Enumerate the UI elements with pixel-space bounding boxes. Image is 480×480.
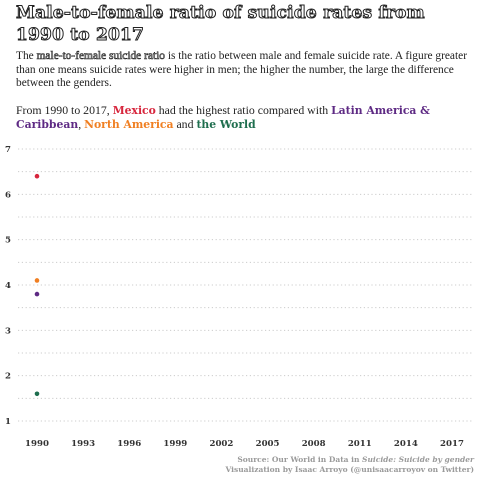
data-point-world [34, 391, 40, 397]
x-tick-label: 2017 [440, 439, 464, 449]
source-line: Source: Our World in Data in Suicide: Su… [225, 455, 474, 465]
y-tick-label: 1 [5, 417, 11, 427]
x-tick-label: 2008 [302, 439, 326, 449]
lead-text-3: , [78, 116, 85, 131]
y-tick-label: 4 [5, 281, 11, 291]
y-tick-label: 2 [5, 372, 11, 382]
x-tick-label: 1999 [163, 439, 187, 449]
lead-north-america: North America [84, 117, 174, 131]
y-tick-label: 5 [5, 236, 11, 246]
grid-lines [18, 148, 474, 422]
y-tick-label: 6 [5, 190, 11, 200]
description-text-start: The [16, 50, 37, 62]
lead-latin-america: Latin America & Caribbean [16, 104, 430, 131]
lead-mexico: Mexico [112, 104, 156, 117]
lead-text-2: had the highest ratio compared with [155, 103, 332, 117]
x-tick-label: 1993 [71, 439, 95, 449]
data-point-latin-america-caribbean [34, 291, 40, 297]
credit-line: Visualization by Isaac Arroyo (@unisaaca… [225, 465, 474, 474]
description-text-end: is the ratio between male and female sui… [16, 50, 468, 89]
y-axis: 1 2 3 4 5 6 7 [5, 145, 11, 427]
x-tick-label: 2011 [348, 439, 372, 449]
x-tick-label: 2002 [209, 439, 233, 449]
x-tick-label: 1990 [25, 439, 49, 449]
lead-text-4: and [173, 116, 197, 131]
source-prefix: Source: Our World in Data in [237, 455, 363, 464]
y-tick-label: 3 [5, 326, 11, 336]
data-point-mexico [34, 173, 40, 179]
x-tick-label: 1996 [117, 439, 141, 449]
x-tick-label: 2005 [256, 439, 280, 449]
chart-lead: From 1990 to 2017, Mexico had the highes… [16, 103, 468, 131]
x-axis: 1990 1993 1996 1999 2002 2005 2008 2011 2014 2017 [25, 439, 464, 449]
data-points [34, 173, 40, 397]
data-point-north-america [34, 278, 40, 283]
lead-world: the World [196, 117, 256, 131]
source-note: Source: Our World in Data in Suicide: Su… [225, 455, 474, 475]
chart-title: Male-to-female ratio of suicide rates fr… [16, 3, 426, 46]
y-tick-label: 7 [5, 145, 11, 155]
x-tick-label: 2014 [394, 439, 418, 449]
source-title: Suicide: Suicide by gender [362, 455, 474, 464]
chart-description: The male-to-female suicide ratio is the … [16, 50, 468, 91]
lead-text-1: From 1990 to 2017, [16, 103, 113, 117]
description-term: male-to-female suicide ratio [36, 50, 165, 63]
